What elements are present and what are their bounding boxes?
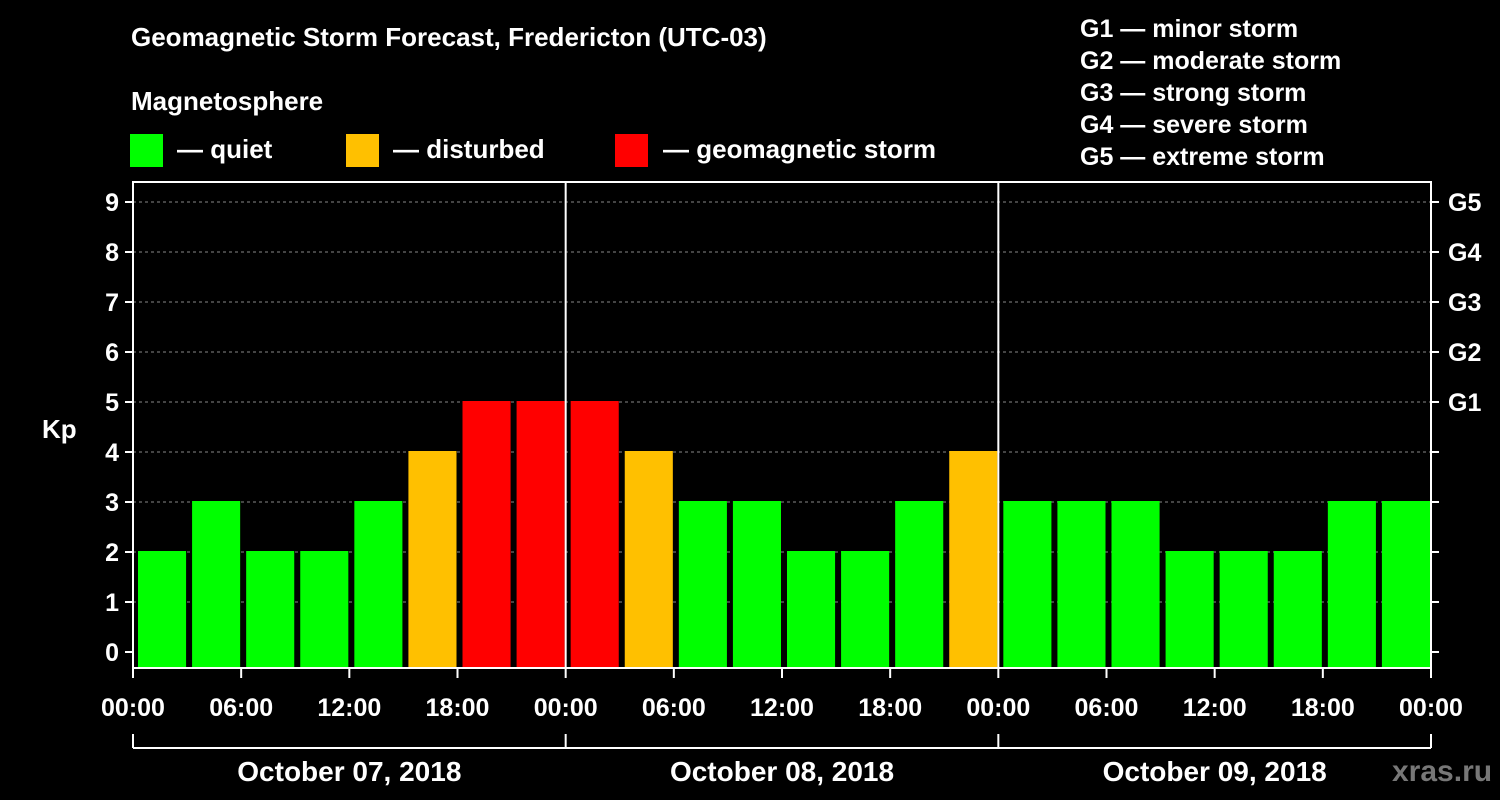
kp-bar [1273, 551, 1322, 668]
x-tick-label: 00:00 [966, 694, 1030, 722]
kp-bar [841, 551, 890, 668]
right-axis-label: G3 [1448, 289, 1481, 317]
x-tick-label: 12:00 [317, 694, 381, 722]
scale-g4-label: G4 — severe storm [1080, 111, 1308, 139]
legend-disturbed-label: — disturbed [393, 134, 545, 164]
kp-bar [300, 551, 349, 668]
kp-bar [787, 551, 836, 668]
kp-bar [354, 501, 403, 668]
x-tick-label: 00:00 [534, 694, 598, 722]
kp-bar [1165, 551, 1214, 668]
chart-title: Geomagnetic Storm Forecast, Fredericton … [131, 22, 767, 52]
x-tick-label: 12:00 [1183, 694, 1247, 722]
y-tick-label: 3 [105, 489, 119, 517]
kp-bar [1219, 551, 1268, 668]
y-tick-label: 8 [105, 239, 119, 267]
right-axis-label: G4 [1448, 239, 1481, 267]
scale-g5-label: G5 — extreme storm [1080, 143, 1325, 171]
y-tick-label: 7 [105, 289, 119, 317]
x-tick-label: 00:00 [1399, 694, 1463, 722]
kp-bar [624, 451, 673, 668]
kp-bar [516, 401, 565, 668]
legend-storm-label: — geomagnetic storm [663, 134, 937, 164]
right-axis-label: G2 [1448, 339, 1481, 367]
y-tick-label: 4 [105, 439, 119, 467]
scale-g2-label: G2 — moderate storm [1080, 47, 1342, 75]
scale-g3-label: G3 — strong storm [1080, 79, 1307, 107]
legend-disturbed-swatch [346, 134, 379, 167]
y-tick-label: 1 [105, 589, 119, 617]
legend-storm-swatch [615, 134, 648, 167]
day-label: October 08, 2018 [670, 756, 894, 787]
magnetosphere-heading: Magnetosphere [131, 86, 324, 116]
y-axis-label: Kp [42, 414, 77, 444]
kp-bar [570, 401, 619, 668]
x-tick-label: 06:00 [209, 694, 273, 722]
kp-bar [192, 501, 241, 668]
kp-bar [1057, 501, 1106, 668]
kp-bar [1381, 501, 1430, 668]
x-tick-label: 00:00 [101, 694, 165, 722]
legend-quiet-label: — quiet [177, 134, 273, 164]
kp-bar [1003, 501, 1052, 668]
kp-bar [732, 501, 781, 668]
day-label: October 09, 2018 [1103, 756, 1327, 787]
kp-bar [246, 551, 295, 668]
kp-bar [949, 451, 998, 668]
site-watermark: xras.ru [1392, 755, 1493, 788]
scale-g1-label: G1 — minor storm [1080, 15, 1299, 43]
x-tick-label: 18:00 [1291, 694, 1355, 722]
y-tick-label: 0 [105, 639, 119, 667]
y-tick-label: 9 [105, 189, 119, 217]
y-tick-label: 5 [105, 389, 119, 417]
kp-bar [462, 401, 511, 668]
kp-bar [1327, 501, 1376, 668]
x-tick-label: 18:00 [858, 694, 922, 722]
kp-bar [138, 551, 187, 668]
right-axis-label: G1 [1448, 389, 1481, 417]
y-tick-label: 2 [105, 539, 119, 567]
day-label: October 07, 2018 [237, 756, 461, 787]
x-tick-label: 06:00 [642, 694, 706, 722]
x-tick-label: 06:00 [1075, 694, 1139, 722]
x-tick-label: 12:00 [750, 694, 814, 722]
right-axis-label: G5 [1448, 189, 1481, 217]
kp-bar [1111, 501, 1160, 668]
kp-bar [895, 501, 944, 668]
kp-bar [408, 451, 457, 668]
legend-quiet-swatch [130, 134, 163, 167]
y-tick-label: 6 [105, 339, 119, 367]
kp-bar [678, 501, 727, 668]
x-tick-label: 18:00 [426, 694, 490, 722]
